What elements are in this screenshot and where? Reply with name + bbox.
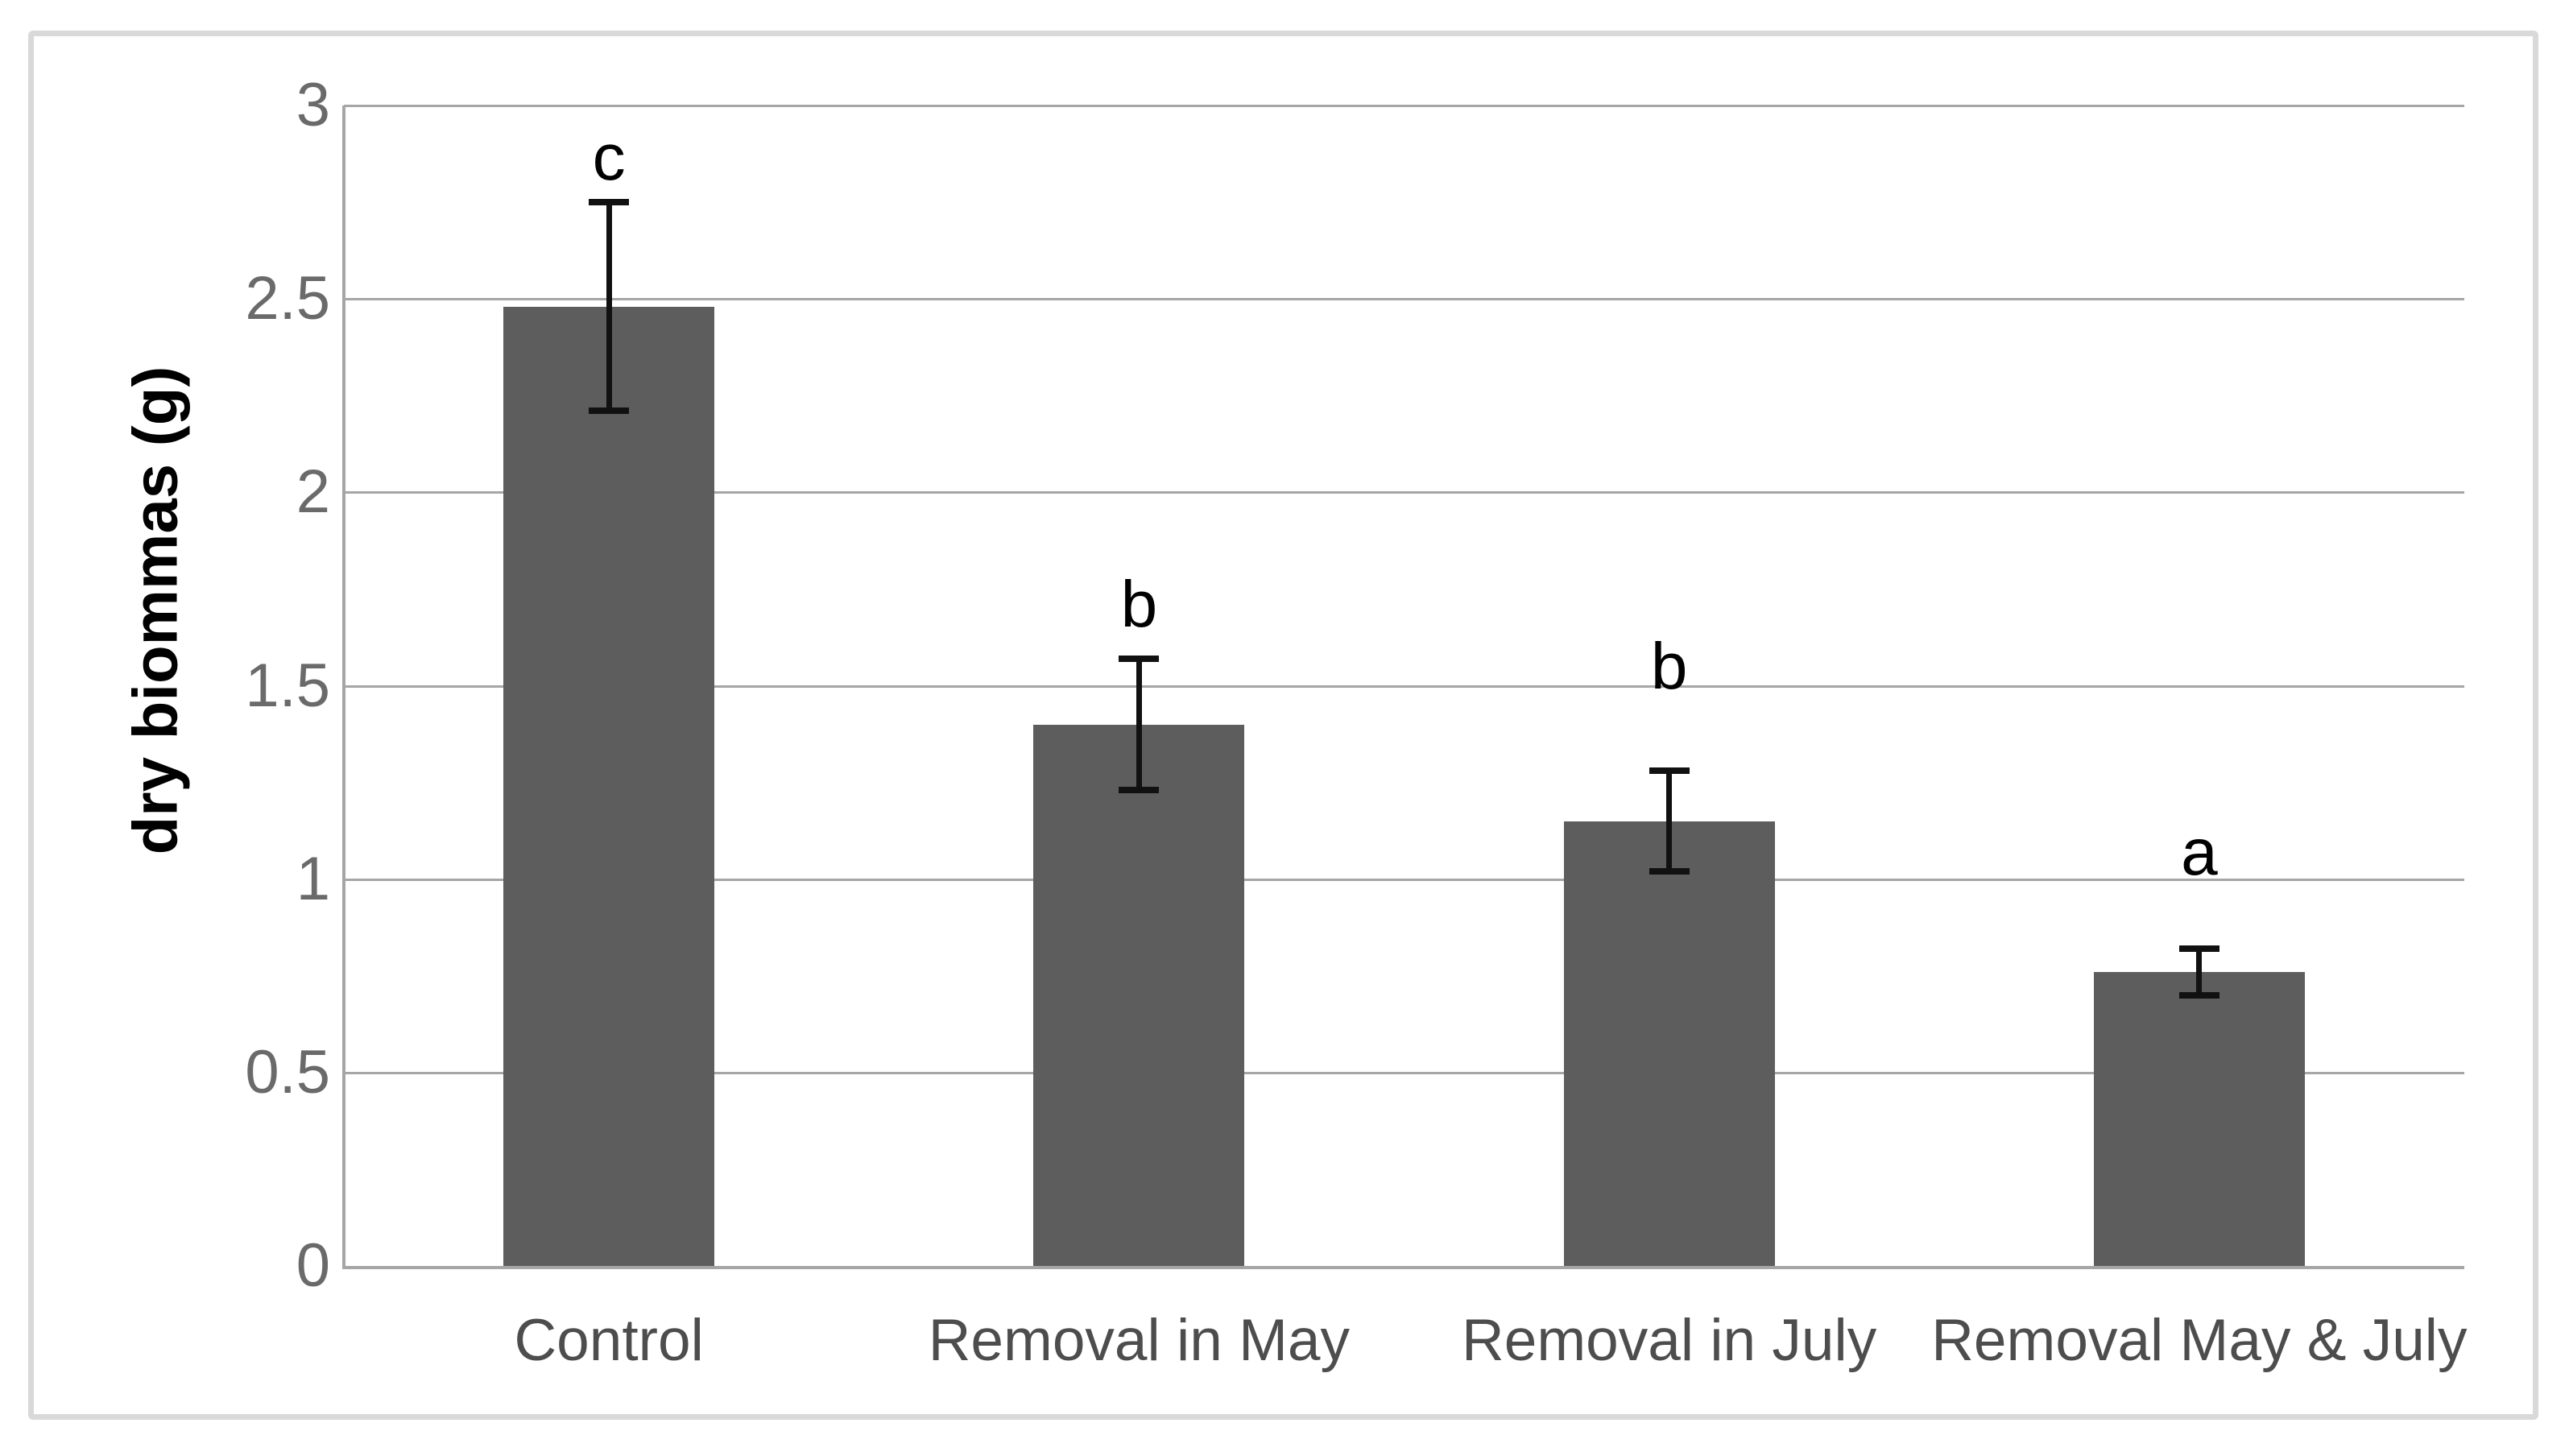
bar-removal-in-july bbox=[1563, 821, 1775, 1266]
bar-removal-in-may bbox=[1033, 724, 1245, 1266]
y-axis-tick-label: 0.5 bbox=[245, 1037, 330, 1106]
gridline bbox=[344, 685, 2464, 688]
error-bar-bottom-cap bbox=[1649, 868, 1690, 875]
error-bar-line bbox=[2196, 949, 2203, 995]
bar-removal-may-july bbox=[2093, 971, 2305, 1266]
error-bar-line bbox=[1136, 658, 1142, 791]
bar-control bbox=[503, 306, 715, 1266]
y-axis-tick-label: 2.5 bbox=[245, 264, 330, 333]
significance-letter: b bbox=[1120, 568, 1158, 641]
error-bar-line bbox=[606, 202, 612, 412]
gridline bbox=[344, 1071, 2464, 1074]
y-axis-tick-label: 3 bbox=[296, 71, 330, 139]
error-bar-top-cap bbox=[1119, 655, 1160, 662]
gridline bbox=[344, 105, 2464, 107]
significance-letter: b bbox=[1650, 630, 1688, 703]
error-bar-line bbox=[1666, 771, 1673, 872]
error-bar-top-cap bbox=[2178, 945, 2219, 953]
x-axis-category-label: Control bbox=[514, 1308, 704, 1373]
error-bar-top-cap bbox=[1649, 767, 1690, 775]
error-bar-bottom-cap bbox=[1119, 787, 1160, 794]
gridline bbox=[344, 298, 2464, 301]
x-axis-category-label: Removal in May bbox=[928, 1308, 1351, 1373]
y-axis-line bbox=[342, 105, 345, 1269]
error-bar-bottom-cap bbox=[2178, 991, 2219, 999]
significance-letter: c bbox=[592, 121, 626, 194]
y-axis-tick-label: 2 bbox=[296, 457, 330, 527]
significance-letter: a bbox=[2181, 816, 2218, 889]
gridline bbox=[344, 878, 2464, 881]
gridline bbox=[344, 491, 2464, 494]
x-axis-category-label: Removal in July bbox=[1462, 1308, 1877, 1373]
y-axis-tick-label: 0 bbox=[296, 1231, 330, 1300]
y-axis-tick-label: 1.5 bbox=[245, 651, 330, 720]
y-axis-tick-label: 1 bbox=[296, 844, 330, 913]
y-axis-title: dry biommas (g) bbox=[119, 366, 191, 855]
x-axis-category-label: Removal May & July bbox=[1931, 1308, 2468, 1373]
error-bar-bottom-cap bbox=[589, 407, 630, 415]
x-axis-line bbox=[342, 1266, 2464, 1269]
error-bar-top-cap bbox=[589, 199, 630, 206]
